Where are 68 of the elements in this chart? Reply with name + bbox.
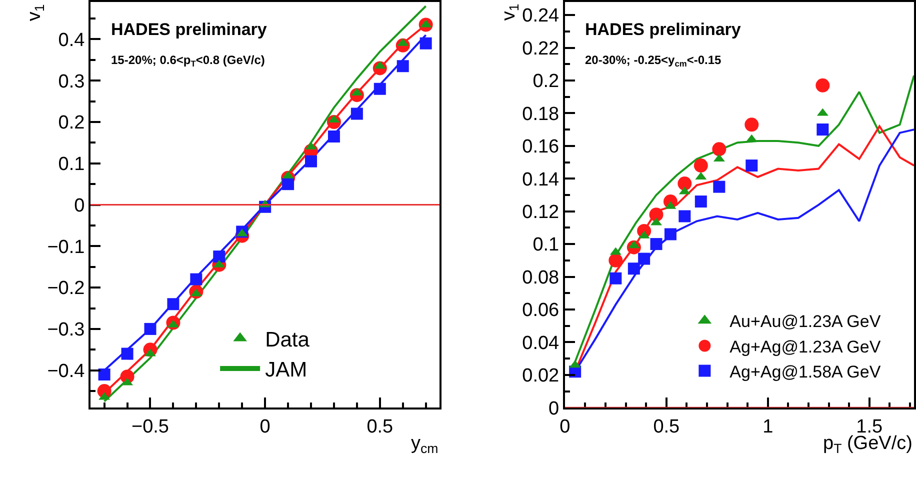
legend-label: Ag+Ag@1.23A GeV [730,337,882,356]
y-tick-label: 0.12 [522,202,560,223]
point [744,118,759,132]
point [610,272,622,284]
y-tick-label: 0.24 [522,6,560,27]
point [678,176,692,191]
y-tick-label: 0.4 [58,30,86,51]
y-tick-label: 0 [74,195,85,216]
point [374,82,386,95]
point [713,180,726,193]
x-tick-label: −0.5 [131,416,169,438]
x-tick-label: 0.5 [366,416,394,438]
point [144,322,156,335]
point [712,142,726,156]
point [746,160,758,172]
legend-label: JAM [265,358,308,382]
point [678,210,691,222]
text: 15-20%; 0.6<p$_{T}$<0.8 (GeV/c) [111,53,265,69]
y-tick-label: −0.3 [47,320,85,341]
point [694,196,707,208]
x-tick-label: 0.5 [653,416,680,438]
point [816,124,829,136]
point [628,262,640,275]
point [664,228,676,240]
y-tick-label: 0.3 [58,71,85,92]
text: HADES preliminary [111,20,268,39]
y-tick-label: −0.1 [47,236,85,258]
y-tick-label: 0.06 [522,300,560,322]
y-tick-label: 0.02 [522,366,560,387]
x-axis-title: y$_{cm}$ [411,433,438,456]
y-tick-label: 0.2 [58,112,85,134]
legend-label: Au+Au@1.23A GeV [730,312,882,332]
point [167,298,180,310]
point [98,368,110,380]
point [694,158,708,173]
point [420,37,432,50]
point [650,238,662,250]
x-tick-label: 0 [260,416,270,438]
point [305,155,317,168]
point [608,253,623,268]
y-tick-label: 0.2 [532,71,560,92]
y-tick-label: 0.04 [522,332,560,354]
x-tick-label: 1 [762,416,774,438]
legend-label: Data [265,328,310,352]
point [350,108,363,120]
point [649,208,664,222]
point [282,178,294,190]
y-tick-label: −0.4 [47,361,86,382]
text: 20-30%; -0.25<y$_{cm}$<-0.15 [585,53,722,69]
y-tick-label: 0.18 [522,104,560,125]
text: HADES preliminary [585,20,742,39]
point [328,130,340,142]
legend-label: Ag+Ag@1.58A GeV [730,362,882,382]
y-tick-label: −0.2 [47,278,85,300]
point [190,273,202,286]
point [396,60,409,72]
y-tick-label: 0 [548,398,560,420]
point [213,250,226,263]
y-tick-label: 0.22 [522,38,560,60]
y-tick-label: 0.1 [58,154,85,176]
point [816,78,830,92]
y-tick-label: 0.1 [532,234,560,256]
y-tick-label: 0.14 [522,169,560,190]
point [638,252,650,265]
x-axis-title: p$_{T}$ (GeV/c) [823,433,912,456]
point [121,348,134,360]
y-tick-label: 0.16 [522,136,560,158]
y-tick-label: 0.08 [522,267,560,288]
